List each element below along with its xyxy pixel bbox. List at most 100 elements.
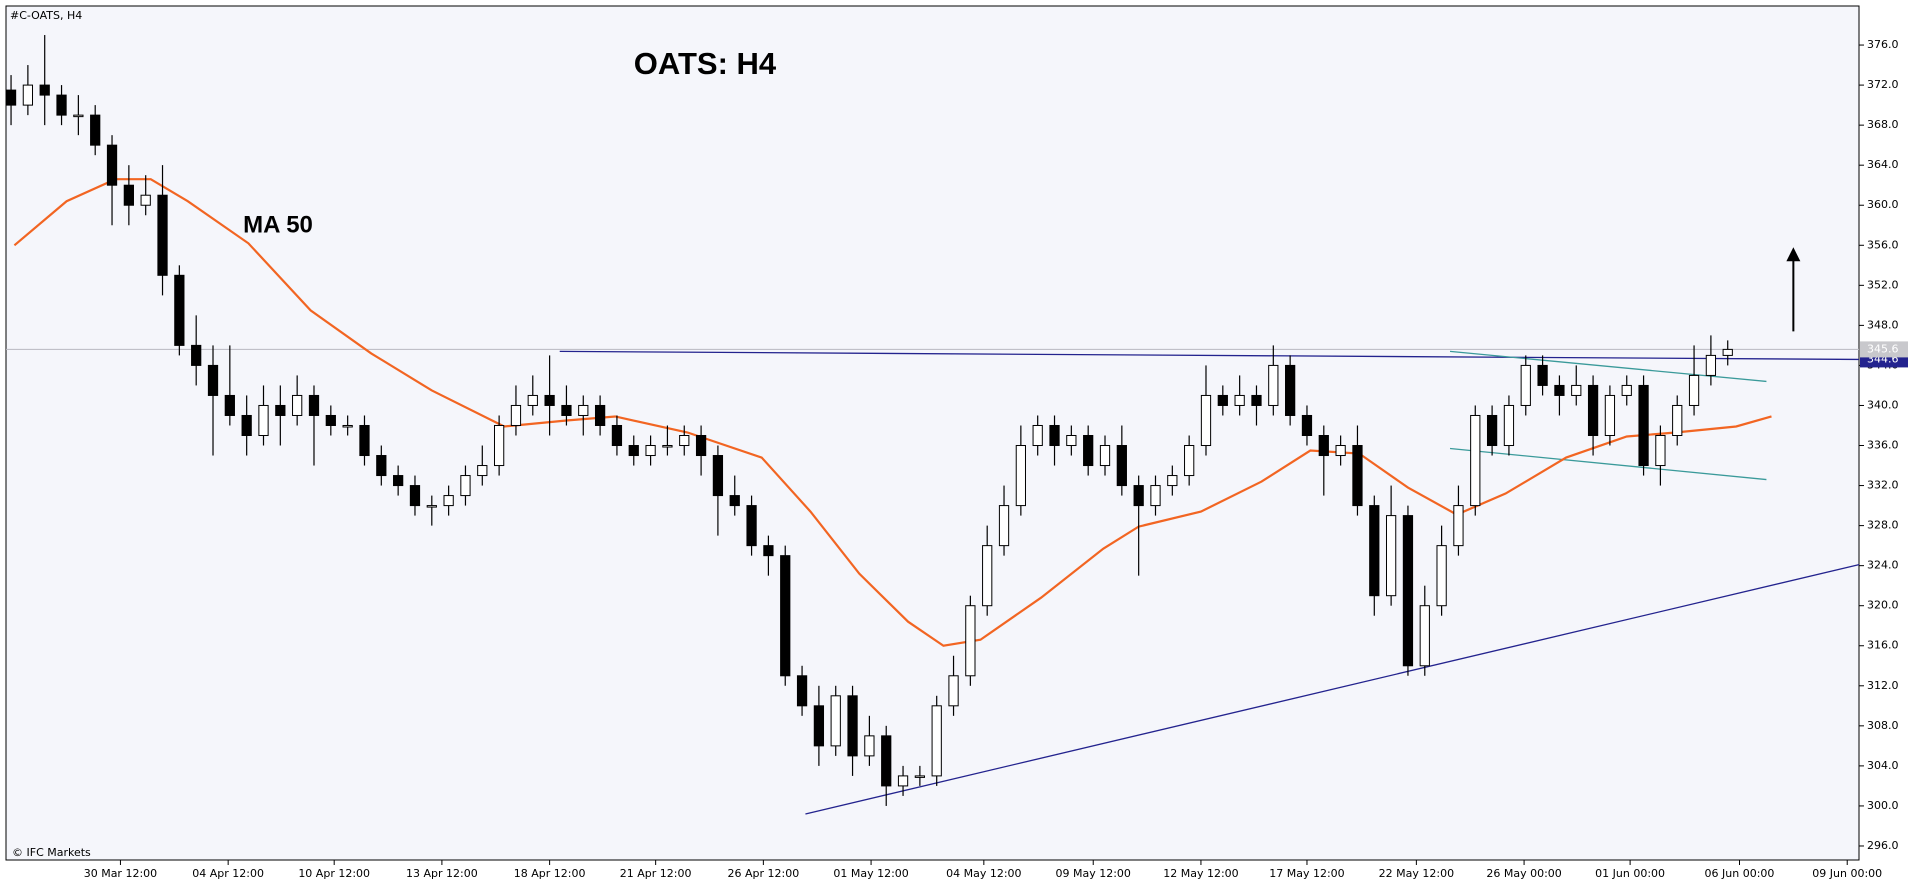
y-tick-label: 364.0 bbox=[1867, 158, 1899, 171]
candle-body bbox=[241, 414, 252, 437]
chart-title: OATS: H4 bbox=[634, 46, 777, 81]
candle-body bbox=[1301, 414, 1313, 437]
candle-body bbox=[1604, 394, 1616, 437]
candle-body bbox=[1705, 354, 1717, 376]
y-tick-label: 372.0 bbox=[1867, 78, 1899, 91]
x-tick-label: 30 Mar 12:00 bbox=[84, 867, 157, 880]
candle-body bbox=[1688, 374, 1700, 406]
candle-body bbox=[881, 735, 892, 787]
candle-body bbox=[578, 404, 589, 416]
candle-body bbox=[830, 695, 841, 747]
candle-body bbox=[1470, 414, 1481, 507]
y-tick-label: 308.0 bbox=[1867, 719, 1899, 732]
x-tick-label: 10 Apr 12:00 bbox=[298, 867, 370, 880]
candle-body bbox=[1554, 384, 1565, 396]
candle-body bbox=[1133, 485, 1144, 507]
candle-body bbox=[1285, 364, 1296, 416]
candle-body bbox=[1335, 445, 1346, 457]
candle-body bbox=[1184, 445, 1195, 477]
candle-body bbox=[106, 144, 118, 186]
candle-body bbox=[308, 394, 320, 416]
candle-body bbox=[763, 545, 774, 557]
arrow-head bbox=[1786, 247, 1801, 262]
candle-body bbox=[1722, 348, 1733, 356]
candle-body bbox=[56, 94, 67, 116]
x-tick-label: 01 Jun 00:00 bbox=[1595, 867, 1665, 880]
last-price-label: 345.6 bbox=[1867, 342, 1899, 355]
symbol-label: #C-OATS, H4 bbox=[10, 9, 82, 22]
candle-body bbox=[662, 445, 673, 448]
y-tick-label: 340.0 bbox=[1867, 398, 1899, 411]
candle-body bbox=[628, 445, 639, 457]
candle-body bbox=[897, 775, 909, 787]
x-tick-label: 18 Apr 12:00 bbox=[514, 867, 586, 880]
candle-body bbox=[746, 505, 757, 547]
x-tick-label: 12 May 12:00 bbox=[1163, 867, 1238, 880]
y-tick-label: 348.0 bbox=[1867, 318, 1899, 331]
x-tick-label: 04 Apr 12:00 bbox=[192, 867, 264, 880]
candle-body bbox=[73, 114, 84, 118]
candle-body bbox=[1318, 435, 1329, 457]
x-tick-label: 01 May 12:00 bbox=[833, 867, 908, 880]
candle-body bbox=[359, 424, 370, 457]
candle-body bbox=[1217, 394, 1228, 406]
y-tick-label: 376.0 bbox=[1867, 38, 1899, 51]
candle-body bbox=[409, 485, 421, 507]
candle-body bbox=[1066, 435, 1077, 447]
candle-body bbox=[90, 114, 101, 146]
candle-body bbox=[1369, 505, 1380, 597]
candle-body bbox=[527, 394, 538, 406]
x-tick-label: 17 May 12:00 bbox=[1269, 867, 1344, 880]
y-tick-label: 328.0 bbox=[1867, 519, 1899, 532]
candle-body bbox=[275, 404, 286, 416]
candle-body bbox=[1621, 384, 1632, 396]
x-tick-label: 26 Apr 12:00 bbox=[727, 867, 799, 880]
candle-body bbox=[39, 84, 50, 96]
y-tick-label: 296.0 bbox=[1867, 839, 1899, 852]
candle-body bbox=[1352, 445, 1363, 507]
candle-body bbox=[645, 445, 656, 457]
candle-body bbox=[1116, 445, 1127, 487]
candle-body bbox=[1167, 475, 1178, 487]
candle-body bbox=[207, 364, 219, 396]
candle-body bbox=[712, 455, 724, 497]
y-tick-label: 316.0 bbox=[1867, 639, 1899, 652]
candle-body bbox=[376, 455, 387, 477]
trend-line bbox=[1449, 447, 1767, 481]
candle-body bbox=[140, 194, 151, 206]
candle-body bbox=[1200, 394, 1212, 447]
candle-body bbox=[123, 184, 134, 206]
candle-body bbox=[679, 435, 690, 447]
y-tick-label: 324.0 bbox=[1867, 559, 1899, 572]
candle-body bbox=[224, 394, 235, 416]
candle-body bbox=[931, 705, 942, 777]
candle-body bbox=[22, 84, 34, 106]
candle-body bbox=[611, 424, 623, 447]
candle-body bbox=[157, 194, 168, 276]
candle-body bbox=[1638, 384, 1649, 467]
x-tick-label: 04 May 12:00 bbox=[946, 867, 1021, 880]
y-tick-label: 332.0 bbox=[1867, 479, 1899, 492]
candle-body bbox=[813, 705, 825, 747]
candle-body bbox=[1251, 394, 1262, 406]
x-tick-label: 09 May 12:00 bbox=[1056, 867, 1131, 880]
candle-body bbox=[174, 274, 185, 346]
x-tick-label: 21 Apr 12:00 bbox=[620, 867, 692, 880]
y-tick-label: 360.0 bbox=[1867, 198, 1899, 211]
x-tick-label: 06 Jun 00:00 bbox=[1705, 867, 1775, 880]
candle-body bbox=[393, 475, 404, 487]
trend-line bbox=[805, 564, 1860, 815]
candle-body bbox=[1537, 364, 1548, 386]
y-tick-label: 300.0 bbox=[1867, 799, 1899, 812]
candle-body bbox=[1587, 384, 1599, 437]
y-tick-label: 304.0 bbox=[1867, 759, 1899, 772]
candle-body bbox=[780, 555, 791, 677]
candle-body bbox=[493, 424, 505, 467]
candle-body bbox=[292, 394, 303, 416]
candle-body bbox=[258, 404, 269, 437]
trend-line bbox=[559, 350, 1860, 361]
candle-body bbox=[5, 89, 17, 106]
y-tick-label: 352.0 bbox=[1867, 278, 1899, 291]
candle-body bbox=[998, 505, 1010, 547]
